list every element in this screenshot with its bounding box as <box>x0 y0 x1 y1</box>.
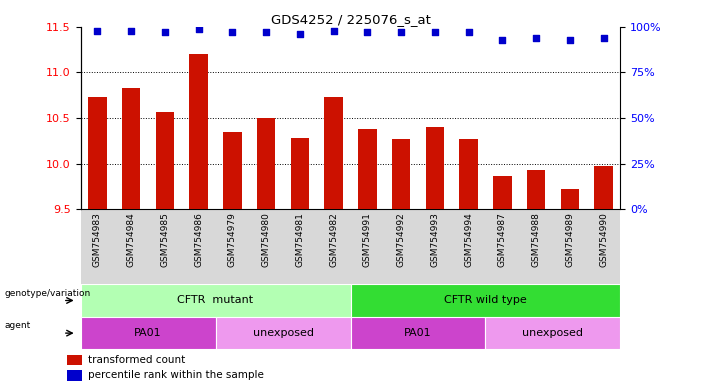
Text: agent: agent <box>4 321 30 331</box>
Point <box>92 28 103 34</box>
Point <box>564 36 576 43</box>
Point <box>598 35 609 41</box>
Text: genotype/variation: genotype/variation <box>4 289 90 298</box>
Bar <box>426 127 444 209</box>
Text: transformed count: transformed count <box>88 355 185 365</box>
Bar <box>485 317 620 349</box>
Bar <box>122 88 140 209</box>
Point <box>159 29 170 35</box>
Point <box>227 29 238 35</box>
Point <box>497 36 508 43</box>
Bar <box>325 97 343 209</box>
Text: unexposed: unexposed <box>252 328 313 338</box>
Bar <box>392 139 410 209</box>
Text: unexposed: unexposed <box>522 328 583 338</box>
Bar <box>67 370 82 381</box>
Text: percentile rank within the sample: percentile rank within the sample <box>88 370 264 381</box>
Text: CFTR  mutant: CFTR mutant <box>177 295 254 306</box>
Point <box>125 28 137 34</box>
Bar <box>350 317 485 349</box>
Point <box>193 26 204 32</box>
Point <box>261 29 272 35</box>
Bar <box>561 189 579 209</box>
Point <box>531 35 542 41</box>
Point <box>362 29 373 35</box>
Bar <box>493 175 512 209</box>
Bar <box>216 317 350 349</box>
Bar <box>526 170 545 209</box>
Bar <box>358 129 376 209</box>
Point <box>429 29 440 35</box>
Bar <box>257 118 275 209</box>
Bar <box>594 166 613 209</box>
Bar <box>223 132 242 209</box>
Text: PA01: PA01 <box>404 328 432 338</box>
Bar <box>67 355 82 365</box>
Bar <box>459 139 478 209</box>
Text: CFTR wild type: CFTR wild type <box>444 295 527 306</box>
Title: GDS4252 / 225076_s_at: GDS4252 / 225076_s_at <box>271 13 430 26</box>
Bar <box>350 284 620 317</box>
Bar <box>156 112 175 209</box>
Point <box>328 28 339 34</box>
Bar <box>88 97 107 209</box>
Bar <box>189 54 208 209</box>
Point <box>294 31 306 37</box>
Bar <box>291 138 309 209</box>
Point <box>395 29 407 35</box>
Bar <box>81 284 350 317</box>
Point <box>463 29 474 35</box>
Text: PA01: PA01 <box>135 328 162 338</box>
Bar <box>81 317 216 349</box>
